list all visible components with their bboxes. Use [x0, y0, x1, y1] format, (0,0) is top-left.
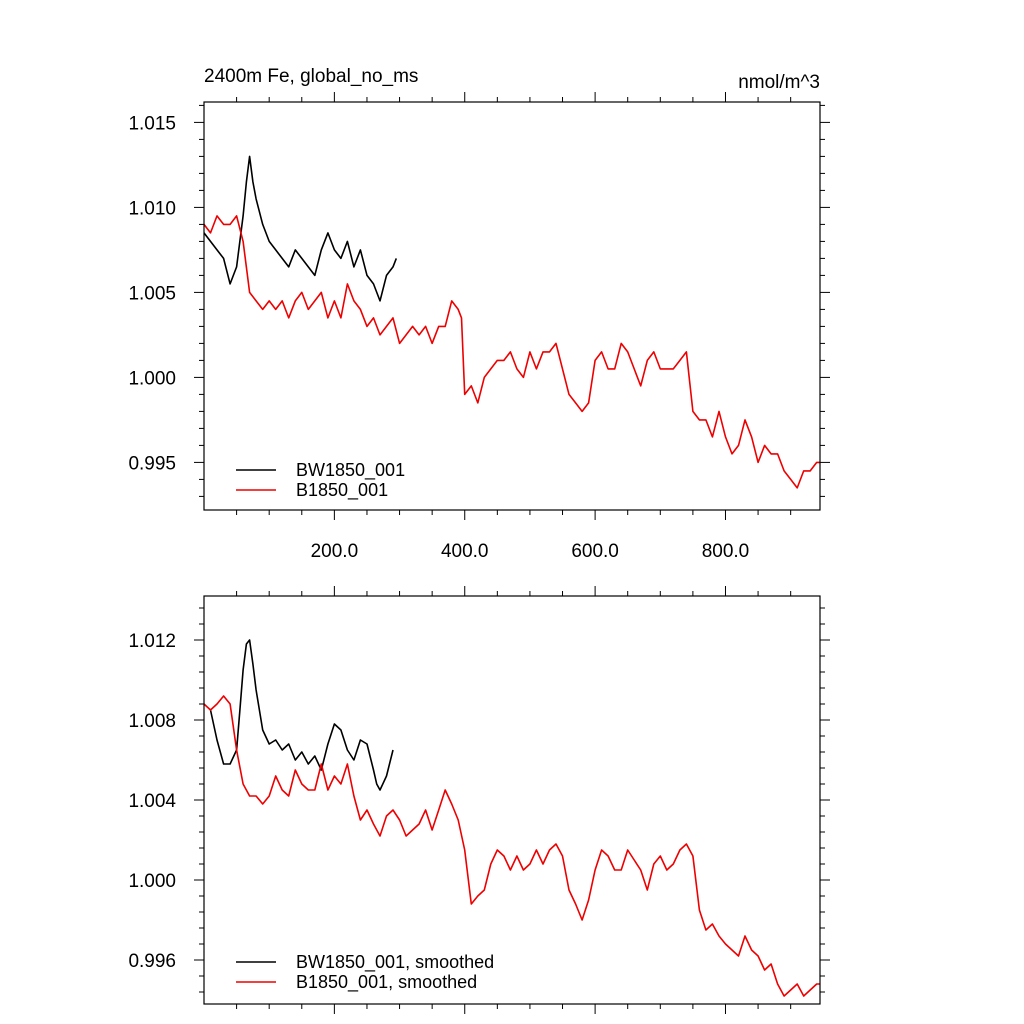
top-y-tick-label: 1.010	[128, 198, 176, 219]
top-panel-frame	[203, 101, 821, 511]
bottom-legend-label: B1850_001, smoothed	[296, 972, 477, 993]
top-series-line-bw1850-001	[204, 155, 398, 302]
top-panel: 2400m Fe, global_no_ms nmol/m^3 0.995 1.0…	[128, 66, 830, 562]
bottom-series-line-b1850-001	[204, 695, 820, 997]
top-x-tick-label: 800.0	[702, 541, 750, 562]
bottom-y-tick-label: 1.004	[128, 791, 176, 812]
top-panel-lines	[204, 155, 820, 489]
top-panel-units: nmol/m^3	[738, 72, 820, 93]
bottom-y-tick-label: 1.000	[128, 871, 176, 892]
top-legend-label: BW1850_001	[296, 460, 405, 481]
top-panel-ticks	[194, 92, 830, 520]
bottom-panel-frame	[203, 595, 821, 1005]
bottom-panel-ticks	[194, 586, 830, 1014]
top-y-tick-label: 1.015	[128, 113, 176, 134]
bottom-panel-y-tick-labels: 0.996 1.000 1.004 1.008 1.012	[128, 631, 176, 972]
top-legend-label: B1850_001	[296, 480, 388, 501]
bottom-panel: 0.996 1.000 1.004 1.008 1.012 BW1850_001, sm…	[128, 586, 830, 1014]
bottom-y-tick-label: 1.012	[128, 631, 176, 652]
top-x-tick-label: 600.0	[571, 541, 619, 562]
top-x-tick-label: 200.0	[311, 541, 359, 562]
top-series-line-b1850-001	[204, 215, 820, 489]
bottom-legend-label: BW1850_001, smoothed	[296, 952, 494, 973]
top-x-tick-label: 400.0	[441, 541, 489, 562]
bottom-y-tick-label: 1.008	[128, 711, 176, 732]
top-y-tick-label: 1.000	[128, 368, 176, 389]
bottom-y-tick-label: 0.996	[128, 951, 176, 972]
top-y-tick-label: 0.995	[128, 453, 176, 474]
top-panel-x-tick-labels: 200.0 400.0 600.0 800.0	[311, 541, 750, 562]
bottom-series-line-bw1850-001	[209, 639, 394, 791]
bottom-panel-lines	[204, 639, 820, 997]
top-y-tick-label: 1.005	[128, 283, 176, 304]
top-panel-y-tick-labels: 0.995 1.000 1.005 1.010 1.015	[128, 113, 176, 474]
top-panel-title: 2400m Fe, global_no_ms	[204, 66, 418, 87]
